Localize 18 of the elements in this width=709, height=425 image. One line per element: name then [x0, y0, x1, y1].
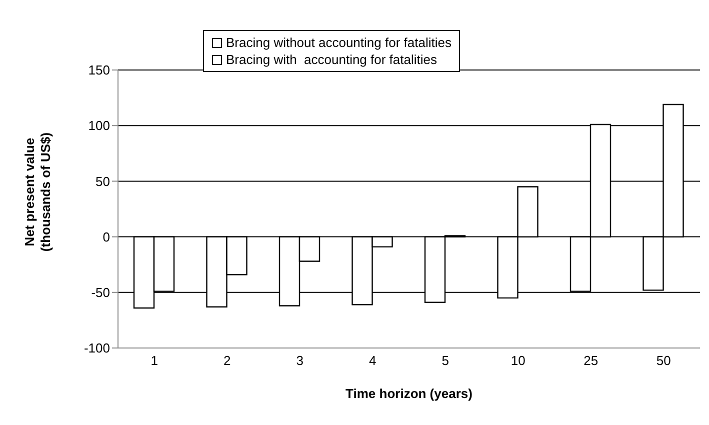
- legend-label: Bracing with accounting for fatalities: [226, 51, 437, 68]
- x-axis-title: Time horizon (years): [346, 386, 472, 401]
- y-tick-label: 100: [88, 118, 110, 134]
- x-tick-label: 25: [584, 353, 598, 368]
- legend-label: Bracing without accounting for fatalities: [226, 34, 452, 51]
- x-tick-label: 2: [224, 353, 231, 368]
- y-axis-title: Net present value (thousands of US$): [22, 131, 54, 254]
- x-tick-label: 10: [510, 353, 526, 368]
- x-tick-label: 3: [296, 353, 304, 368]
- y-tick-label: 50: [96, 174, 110, 189]
- x-tick-label: 50: [656, 353, 671, 368]
- y-tick-label: -50: [91, 285, 110, 300]
- y-tick-label: 150: [88, 62, 110, 78]
- y-tick-label: -100: [84, 340, 110, 356]
- x-tick-label: 5: [442, 353, 449, 368]
- y-tick-label: 0: [102, 229, 110, 244]
- x-tick-label: 1: [150, 353, 158, 368]
- x-tick-label: 4: [369, 353, 376, 368]
